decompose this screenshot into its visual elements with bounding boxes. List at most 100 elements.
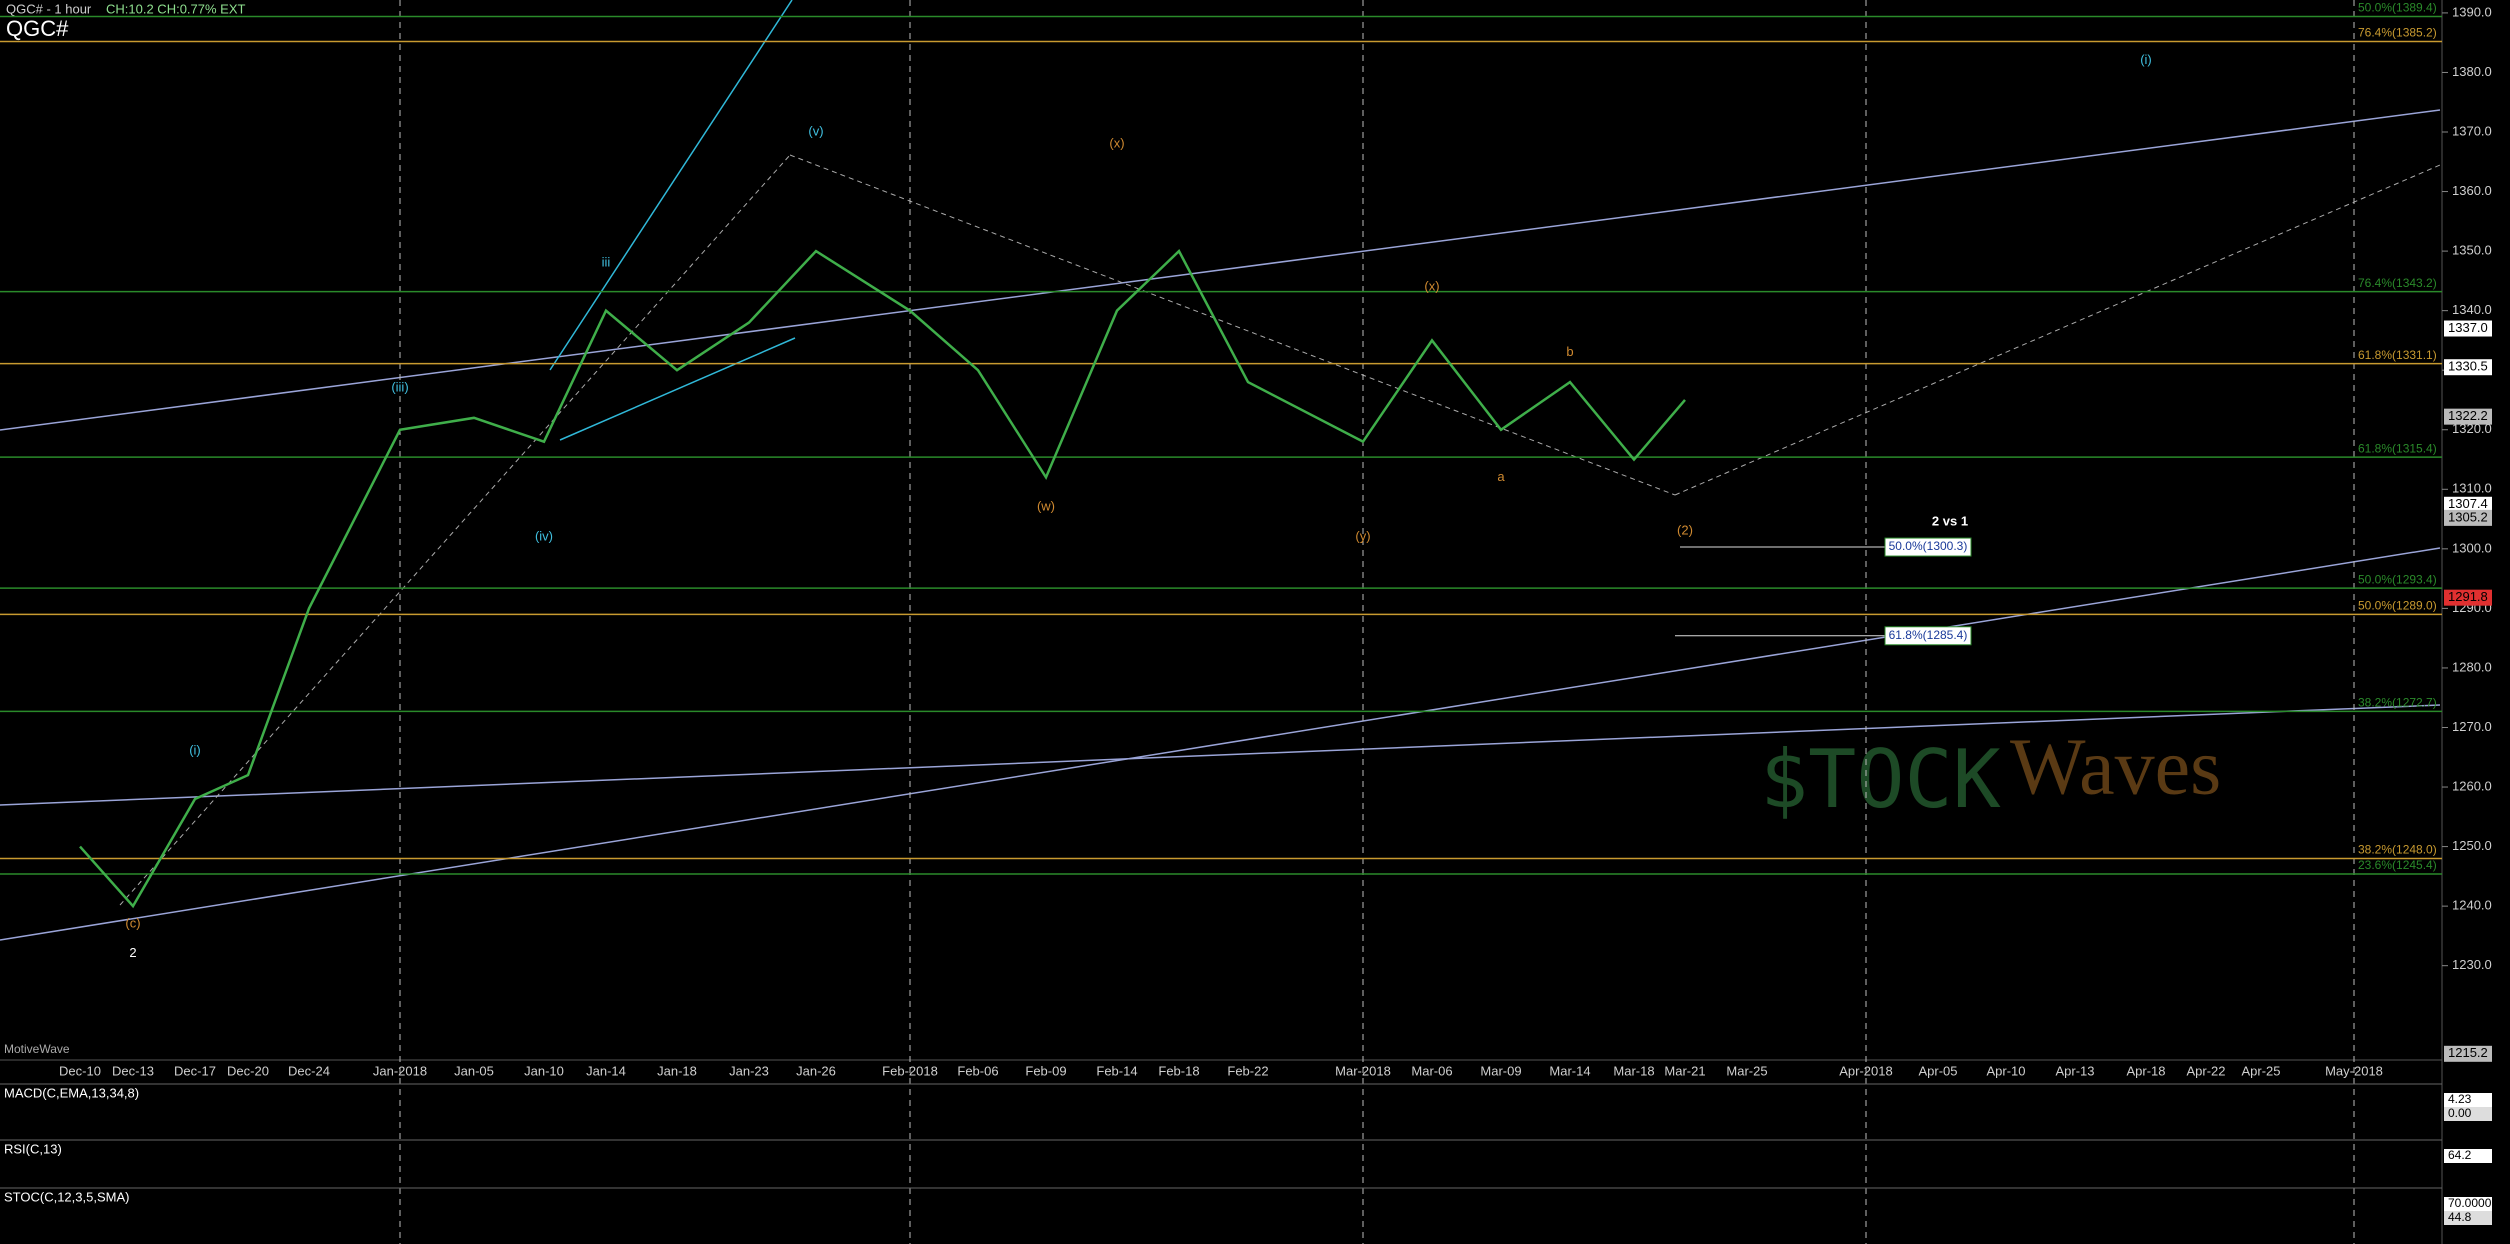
x-tick-label: Dec-10 xyxy=(59,1063,101,1078)
x-tick-label: Feb-09 xyxy=(1025,1063,1066,1078)
wave-label: (2) xyxy=(1677,522,1693,537)
wave-label: (w) xyxy=(1037,499,1055,514)
x-tick-label: Jan-18 xyxy=(657,1063,697,1078)
wave-label: 2 xyxy=(129,945,136,960)
price-marker xyxy=(2444,359,2492,376)
trend-line xyxy=(549,0,793,371)
x-tick-label: Mar-18 xyxy=(1613,1063,1654,1078)
indicator-value: 64.2 xyxy=(2448,1148,2472,1162)
fib-label: 50.0%(1289.0) xyxy=(2358,599,2437,613)
indicator-value: 0.00 xyxy=(2448,1106,2472,1120)
x-tick-label: Mar-06 xyxy=(1411,1063,1452,1078)
indicator-marker xyxy=(2444,1107,2492,1121)
callout-title: 2 vs 1 xyxy=(1932,513,1968,528)
price-marker xyxy=(2444,496,2492,513)
y-tick-label: 1240.0 xyxy=(2452,898,2492,913)
indicator-value: 4.23 xyxy=(2448,1092,2472,1106)
price-line xyxy=(79,249,1686,909)
x-tick-label: Apr-18 xyxy=(2126,1063,2165,1078)
watermark: $TOCK xyxy=(1760,733,2001,826)
y-tick-label: 1260.0 xyxy=(2452,778,2492,793)
x-tick-label: Feb-14 xyxy=(1096,1063,1137,1078)
x-tick-label: Feb-22 xyxy=(1227,1063,1268,1078)
y-tick-label: 1280.0 xyxy=(2452,659,2492,674)
fib-label: 50.0%(1293.4) xyxy=(2358,572,2437,586)
indicator-marker xyxy=(2444,1149,2492,1163)
y-tick-label: 1270.0 xyxy=(2452,719,2492,734)
wave-label: b xyxy=(1566,344,1573,359)
wave-label: (y) xyxy=(1355,528,1370,543)
wave-label: a xyxy=(1497,469,1505,484)
wave-label: (c) xyxy=(125,915,140,930)
x-tick-label: Mar-14 xyxy=(1549,1063,1590,1078)
footer: MotiveWave xyxy=(4,1042,70,1056)
x-tick-label: Apr-13 xyxy=(2055,1063,2094,1078)
x-tick-label: Apr-05 xyxy=(1918,1063,1957,1078)
wave-label: (iii) xyxy=(391,379,408,394)
wave-label: (iv) xyxy=(535,528,553,543)
indicator-marker xyxy=(2444,1197,2492,1211)
indicator-value: 44.8 xyxy=(2448,1210,2472,1224)
x-tick-label: Jan-05 xyxy=(454,1063,494,1078)
fib-label: 38.2%(1272.7) xyxy=(2358,696,2437,710)
y-tick-label: 1250.0 xyxy=(2452,838,2492,853)
trend-line xyxy=(119,154,791,906)
y-tick-label: 1380.0 xyxy=(2452,64,2492,79)
price-marker xyxy=(2444,320,2492,337)
indicator-name: RSI(C,13) xyxy=(4,1141,62,1156)
wave-label: iii xyxy=(602,254,611,269)
indicator-name: MACD(C,EMA,13,34,8) xyxy=(4,1085,139,1100)
x-tick-label: Mar-21 xyxy=(1664,1063,1705,1078)
price-marker xyxy=(2444,408,2492,425)
x-tick-label: Apr-22 xyxy=(2186,1063,2225,1078)
price-marker xyxy=(2444,1045,2492,1062)
x-tick-label: Dec-17 xyxy=(174,1063,216,1078)
chart-subtitle: CH:10.2 CH:0.77% EXT xyxy=(106,1,246,16)
x-tick-label: Dec-24 xyxy=(288,1063,330,1078)
x-tick-label: Apr-25 xyxy=(2241,1063,2280,1078)
y-tick-label: 1360.0 xyxy=(2452,183,2492,198)
x-tick-label: Feb-18 xyxy=(1158,1063,1199,1078)
fib-label: 50.0%(1389.4) xyxy=(2358,1,2437,15)
y-tick-label: 1350.0 xyxy=(2452,243,2492,258)
price-marker-label: 1307.4 xyxy=(2448,496,2488,511)
trend-line xyxy=(0,109,2441,431)
fib-label: 76.4%(1343.2) xyxy=(2358,276,2437,290)
x-tick-label: Dec-13 xyxy=(112,1063,154,1078)
fib-label: 76.4%(1385.2) xyxy=(2358,26,2437,40)
x-tick-label: Dec-20 xyxy=(227,1063,269,1078)
x-tick-label: Jan-23 xyxy=(729,1063,769,1078)
indicator-name: STOC(C,12,3,5,SMA) xyxy=(4,1189,129,1204)
price-marker-label: 1215.2 xyxy=(2448,1045,2488,1060)
price-marker-label: 1322.2 xyxy=(2448,408,2488,423)
x-tick-label: Mar-25 xyxy=(1726,1063,1767,1078)
wave-label: (x) xyxy=(1109,135,1124,150)
price-marker xyxy=(2444,589,2492,606)
wave-label: (i) xyxy=(2140,52,2152,67)
chart-title: QGC# - 1 hour xyxy=(6,1,92,16)
x-tick-label: Jan-26 xyxy=(796,1063,836,1078)
x-tick-label: Mar-09 xyxy=(1480,1063,1521,1078)
fib-label: 61.8%(1315.4) xyxy=(2358,441,2437,455)
trend-line xyxy=(559,337,796,441)
callout-box xyxy=(1884,626,1972,646)
y-tick-label: 1340.0 xyxy=(2452,302,2492,317)
wave-label: (i) xyxy=(189,743,201,758)
callout-label: 50.0%(1300.3) xyxy=(1889,539,1968,553)
wave-label: (x) xyxy=(1424,278,1439,293)
fib-label: 23.6%(1245.4) xyxy=(2358,858,2437,872)
price-marker xyxy=(2444,509,2492,526)
price-marker-label: 1291.8 xyxy=(2448,589,2488,604)
y-tick-label: 1390.0 xyxy=(2452,4,2492,19)
indicator-marker xyxy=(2444,1211,2492,1225)
x-tick-label: Jan-14 xyxy=(586,1063,626,1078)
fib-label: 61.8%(1331.1) xyxy=(2358,348,2437,362)
y-tick-label: 1230.0 xyxy=(2452,957,2492,972)
trend-line xyxy=(0,704,2441,806)
fib-label: 38.2%(1248.0) xyxy=(2358,843,2437,857)
y-tick-label: 1320.0 xyxy=(2452,421,2492,436)
x-tick-label: Apr-10 xyxy=(1986,1063,2025,1078)
price-marker-label: 1337.0 xyxy=(2448,320,2488,335)
